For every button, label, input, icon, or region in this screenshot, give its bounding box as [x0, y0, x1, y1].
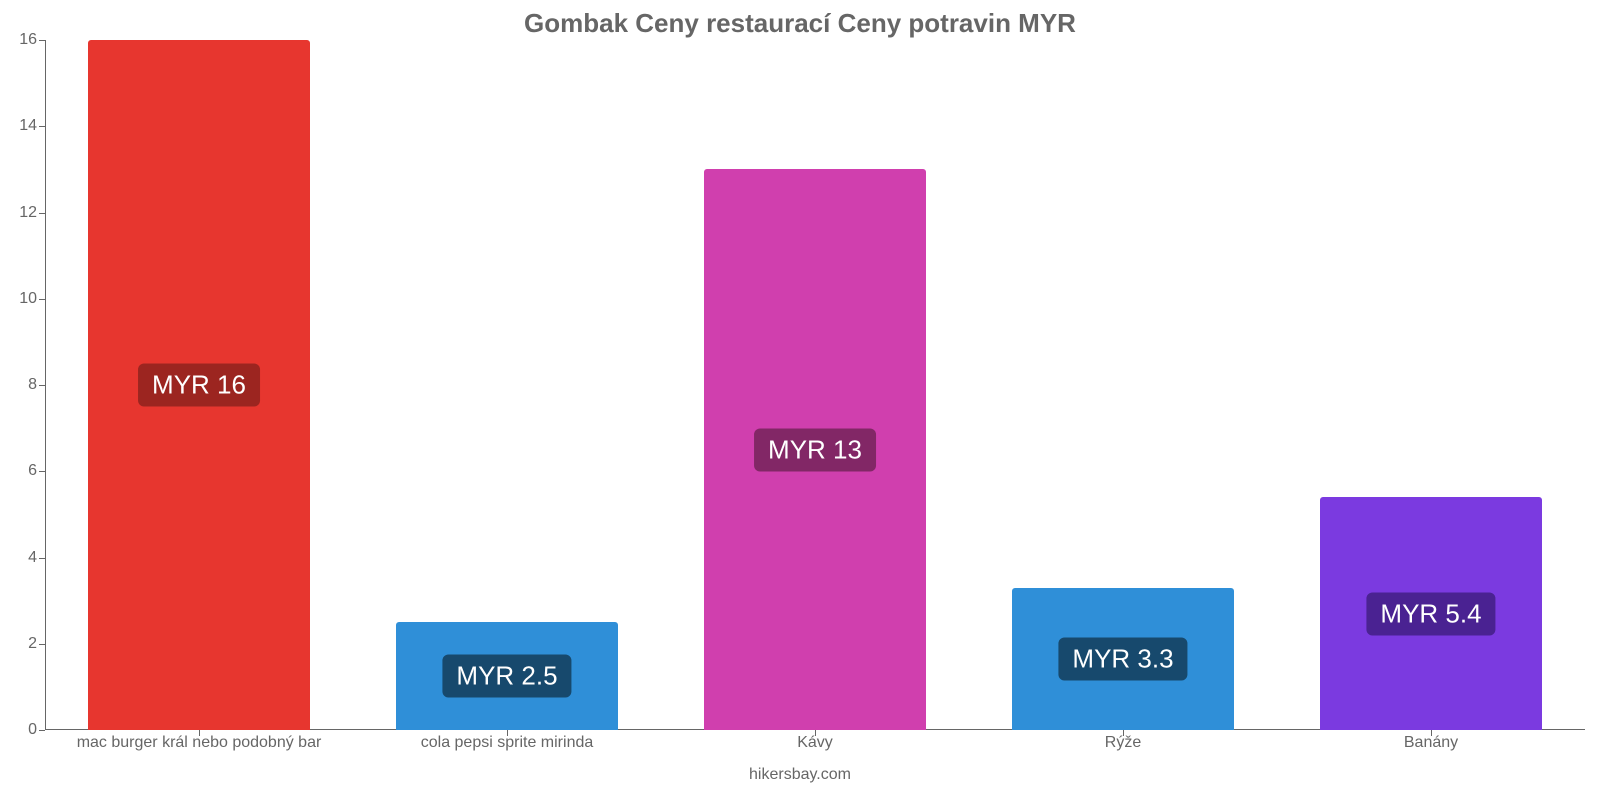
bar-slot: MYR 16 — [45, 40, 353, 730]
category-label: Kávy — [797, 734, 833, 752]
y-tick — [39, 558, 45, 559]
x-tick — [1431, 730, 1432, 736]
value-badge: MYR 16 — [138, 364, 260, 407]
plot-area: MYR 16 MYR 2.5 MYR 13 MYR 3.3 MYR 5.4 — [45, 40, 1585, 730]
category-label: Banány — [1404, 734, 1458, 752]
bar-slot: MYR 3.3 — [969, 40, 1277, 730]
y-tick-label: 0 — [0, 721, 37, 739]
bars-container: MYR 16 MYR 2.5 MYR 13 MYR 3.3 MYR 5.4 — [45, 40, 1585, 730]
y-tick-label: 2 — [0, 635, 37, 653]
value-badge: MYR 2.5 — [442, 655, 571, 698]
y-tick-label: 8 — [0, 376, 37, 394]
y-tick — [39, 126, 45, 127]
y-tick — [39, 40, 45, 41]
x-tick — [199, 730, 200, 736]
y-tick-label: 14 — [0, 117, 37, 135]
y-tick — [39, 385, 45, 386]
value-badge: MYR 5.4 — [1366, 592, 1495, 635]
y-tick-label: 6 — [0, 462, 37, 480]
y-tick — [39, 299, 45, 300]
value-badge: MYR 3.3 — [1058, 637, 1187, 680]
category-label: Rýže — [1105, 734, 1141, 752]
y-tick-label: 10 — [0, 290, 37, 308]
y-tick — [39, 471, 45, 472]
y-tick — [39, 730, 45, 731]
attribution-text: hikersbay.com — [0, 766, 1600, 784]
x-tick — [1123, 730, 1124, 736]
category-label: cola pepsi sprite mirinda — [421, 734, 594, 752]
value-badge: MYR 13 — [754, 428, 876, 471]
bar-slot: MYR 2.5 — [353, 40, 661, 730]
bar-chart: Gombak Ceny restaurací Ceny potravin MYR… — [0, 0, 1600, 800]
chart-title: Gombak Ceny restaurací Ceny potravin MYR — [0, 8, 1600, 39]
y-tick-label: 4 — [0, 549, 37, 567]
y-tick — [39, 644, 45, 645]
x-tick — [507, 730, 508, 736]
y-tick-label: 12 — [0, 204, 37, 222]
y-tick-label: 16 — [0, 31, 37, 49]
bar-slot: MYR 5.4 — [1277, 40, 1585, 730]
x-tick — [815, 730, 816, 736]
y-tick — [39, 213, 45, 214]
bar-slot: MYR 13 — [661, 40, 969, 730]
category-label: mac burger král nebo podobný bar — [77, 734, 322, 752]
